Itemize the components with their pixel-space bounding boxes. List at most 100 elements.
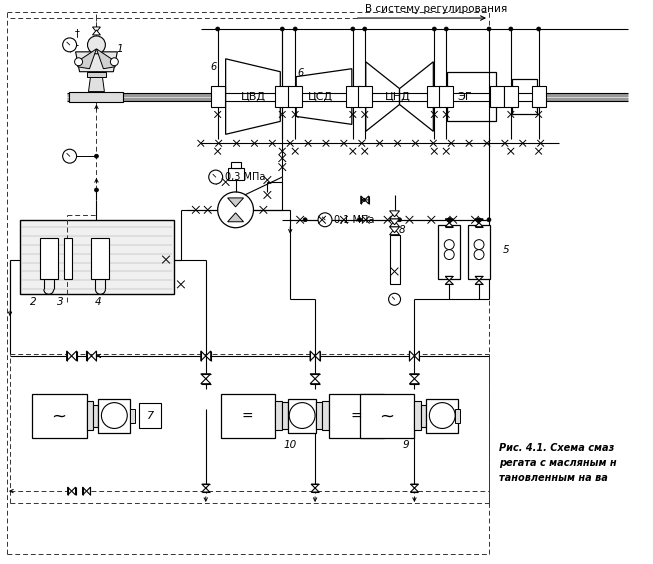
Circle shape xyxy=(217,192,253,228)
Circle shape xyxy=(63,149,76,163)
Polygon shape xyxy=(68,487,72,495)
Circle shape xyxy=(63,38,76,52)
Circle shape xyxy=(430,403,455,429)
Bar xyxy=(455,408,460,424)
Polygon shape xyxy=(72,351,76,361)
Polygon shape xyxy=(311,484,319,488)
Circle shape xyxy=(74,58,82,66)
Polygon shape xyxy=(390,211,400,217)
Circle shape xyxy=(447,218,451,222)
Polygon shape xyxy=(228,213,244,222)
Polygon shape xyxy=(390,219,400,224)
Bar xyxy=(426,399,458,433)
Polygon shape xyxy=(409,374,419,379)
Bar xyxy=(322,400,329,430)
Bar xyxy=(139,403,161,429)
Text: В систему регулирования: В систему регулирования xyxy=(365,4,507,14)
Text: 0,3 МПа: 0,3 МПа xyxy=(225,172,265,182)
Text: ЦВД: ЦВД xyxy=(240,91,266,102)
Polygon shape xyxy=(296,69,352,125)
Text: =: = xyxy=(350,409,362,424)
Bar xyxy=(468,224,490,279)
Polygon shape xyxy=(310,374,320,379)
Bar xyxy=(86,400,93,430)
Bar xyxy=(282,402,288,429)
Text: 2: 2 xyxy=(30,297,37,307)
Bar xyxy=(447,72,496,121)
Circle shape xyxy=(477,218,481,222)
Polygon shape xyxy=(97,49,116,69)
Text: †: † xyxy=(75,28,80,38)
Polygon shape xyxy=(89,77,104,91)
Polygon shape xyxy=(200,374,211,379)
Circle shape xyxy=(215,27,219,31)
Bar xyxy=(415,400,421,430)
Polygon shape xyxy=(93,30,101,35)
Polygon shape xyxy=(411,488,419,492)
Text: 6: 6 xyxy=(210,61,217,72)
Circle shape xyxy=(95,188,99,192)
Bar xyxy=(221,394,276,438)
Bar xyxy=(329,394,384,438)
Polygon shape xyxy=(76,52,118,72)
Circle shape xyxy=(209,170,223,184)
Text: ~: ~ xyxy=(51,408,66,425)
Circle shape xyxy=(293,27,297,31)
Circle shape xyxy=(358,218,362,222)
Bar xyxy=(390,235,400,284)
Circle shape xyxy=(95,154,99,158)
Bar xyxy=(439,86,453,108)
Circle shape xyxy=(487,218,491,222)
Text: ЭГ: ЭГ xyxy=(457,91,472,102)
Polygon shape xyxy=(226,59,280,134)
Circle shape xyxy=(351,27,355,31)
Circle shape xyxy=(447,218,451,222)
Text: 8: 8 xyxy=(398,224,405,235)
Polygon shape xyxy=(475,276,483,280)
Polygon shape xyxy=(409,379,419,384)
Circle shape xyxy=(474,240,484,250)
Polygon shape xyxy=(390,227,400,233)
Bar xyxy=(504,86,518,108)
Text: ~: ~ xyxy=(379,408,394,425)
Text: 10: 10 xyxy=(283,440,297,450)
Polygon shape xyxy=(206,351,211,361)
Polygon shape xyxy=(315,351,320,361)
Text: =: = xyxy=(242,409,253,424)
Polygon shape xyxy=(311,488,319,492)
Circle shape xyxy=(487,27,491,31)
Bar xyxy=(532,86,546,108)
Bar xyxy=(63,237,72,279)
Bar xyxy=(288,399,316,433)
Polygon shape xyxy=(415,351,419,361)
Polygon shape xyxy=(361,196,365,204)
Polygon shape xyxy=(445,223,453,227)
Polygon shape xyxy=(411,484,419,488)
Polygon shape xyxy=(202,484,210,488)
Text: ЦНД: ЦНД xyxy=(385,91,410,102)
Circle shape xyxy=(432,27,436,31)
Text: Рис. 4.1. Схема смаз
регата с масляным н
тановленным на ва: Рис. 4.1. Схема смаз регата с масляным н… xyxy=(499,443,616,483)
Polygon shape xyxy=(310,351,315,361)
Polygon shape xyxy=(228,198,244,207)
Polygon shape xyxy=(93,27,101,32)
Bar xyxy=(93,404,99,428)
Text: 9: 9 xyxy=(402,440,409,450)
Circle shape xyxy=(509,27,513,31)
Bar xyxy=(69,91,123,102)
Bar xyxy=(40,237,57,279)
Text: 4: 4 xyxy=(95,297,101,307)
Circle shape xyxy=(110,58,118,66)
Polygon shape xyxy=(445,276,453,280)
Polygon shape xyxy=(445,219,453,223)
Polygon shape xyxy=(310,379,320,384)
Polygon shape xyxy=(409,351,415,361)
Text: 6: 6 xyxy=(297,68,303,78)
Polygon shape xyxy=(200,379,211,384)
Circle shape xyxy=(303,218,307,222)
Bar xyxy=(32,394,86,438)
Circle shape xyxy=(474,250,484,259)
Polygon shape xyxy=(78,49,97,69)
Bar xyxy=(490,86,504,108)
Bar xyxy=(358,86,372,108)
